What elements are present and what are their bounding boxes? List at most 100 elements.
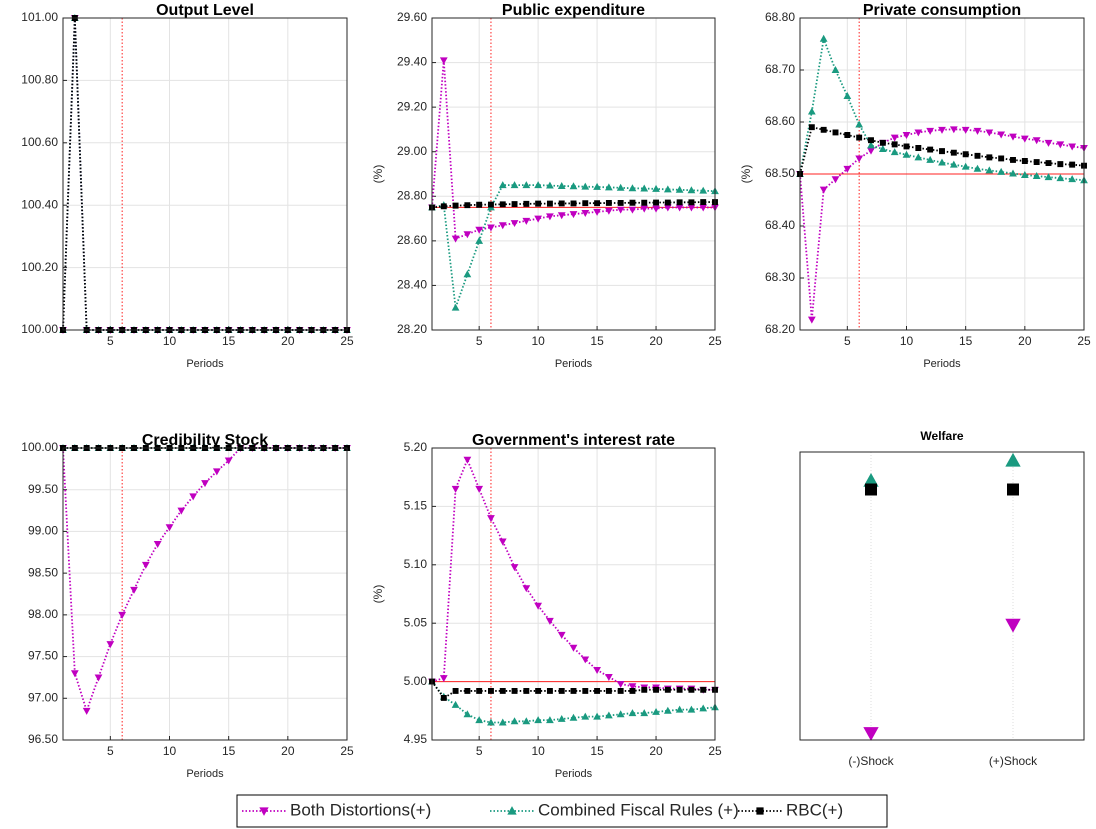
marker [640,205,649,213]
x-tick-label: 10 [531,744,545,758]
marker [201,480,209,488]
y-tick-label: 29.40 [397,55,427,69]
marker [522,217,531,225]
marker [890,134,899,142]
marker [82,707,91,715]
marker [463,456,472,464]
x-tick-label: 15 [222,334,236,348]
marker [616,680,625,688]
y-tick-label: 98.50 [28,565,58,579]
x-tick-label: 5 [476,744,483,758]
marker [463,231,472,239]
marker [986,154,993,161]
marker [962,151,969,158]
y-tick-label: 100.80 [21,73,58,87]
y-tick-label: 100.40 [21,197,58,211]
y-axis-label: (%) [739,165,753,184]
marker [535,687,542,694]
marker [867,141,875,149]
marker [843,91,852,99]
marker [675,705,684,713]
marker [581,712,590,720]
y-tick-label: 68.20 [765,322,795,336]
marker [616,206,625,214]
marker [475,485,484,493]
marker [177,507,186,515]
marker [700,686,707,693]
marker [522,717,531,725]
marker [688,686,695,693]
marker [593,666,601,674]
marker [475,226,484,234]
marker [652,184,660,192]
marker [856,134,863,141]
marker [510,181,519,189]
y-tick-label: 100.60 [21,135,58,149]
marker [439,675,448,683]
marker [463,270,472,278]
plot-area [432,18,715,330]
marker [653,686,660,693]
marker [1009,133,1017,141]
y-tick-label: 5.00 [404,674,428,688]
marker [439,57,448,65]
y-tick-label: 98.00 [28,607,58,621]
y-tick-label: 68.40 [765,218,795,232]
marker [950,149,957,156]
marker [94,674,103,682]
marker [663,185,672,193]
marker [476,687,483,694]
y-tick-label: 29.00 [397,144,427,158]
marker [843,165,852,173]
marker [676,199,683,206]
marker [546,181,554,189]
marker [1007,483,1019,496]
marker [878,145,887,152]
plot-area [800,452,1084,740]
y-tick-label: 5.15 [404,499,428,513]
x-tick-label: 10 [163,334,177,348]
x-tick-label: 10 [900,334,914,348]
marker [640,709,649,717]
marker [831,176,840,184]
marker [890,148,899,156]
marker [699,704,708,712]
marker [617,200,624,206]
marker [464,202,471,209]
y-tick-label: 96.50 [28,732,58,746]
marker [507,806,517,815]
marker [523,200,530,207]
marker [844,132,851,138]
marker [558,687,565,694]
marker [463,710,472,718]
marker [569,182,578,190]
marker [593,182,601,190]
marker [440,694,447,701]
marker [915,145,922,151]
marker [1009,169,1017,177]
y-tick-label: 29.60 [397,10,427,24]
x-tick-label: 20 [1018,334,1032,348]
marker [604,183,613,191]
x-axis-label: Periods [186,358,224,370]
marker [212,468,221,476]
chart-title: Public expenditure [502,2,645,19]
marker [570,687,577,694]
marker [570,200,577,207]
marker [605,200,612,206]
y-tick-label: 28.40 [397,278,427,292]
x-tick-label: 25 [708,334,722,348]
marker [511,201,518,208]
marker [1033,159,1040,165]
marker [831,65,840,73]
marker [629,687,636,694]
x-tick-label: 10 [163,744,177,758]
marker [451,485,460,493]
marker [653,199,660,206]
marker [440,203,447,210]
marker [1044,139,1053,147]
y-tick-label: 4.95 [404,732,428,746]
marker [628,184,637,192]
marker [487,224,495,232]
